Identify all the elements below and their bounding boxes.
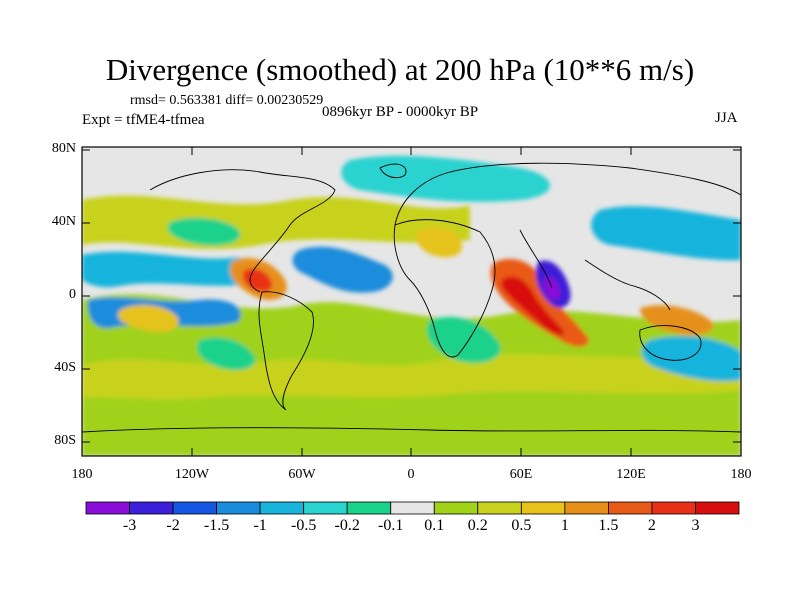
colorbar-swatch-0 [85,501,130,515]
colorbar-swatch-2 [172,501,217,515]
season-label: JJA [715,110,738,126]
lat-tick-40n: 40N [51,214,76,229]
lon-tick-120w: 120W [174,467,210,482]
colorbar-label-2: -1.5 [203,517,230,534]
colorbar-label-7: 0.1 [424,517,445,534]
positive-western-pacific [640,305,714,336]
rmsd-diff-stats: rmsd= 0.563381 diff= 0.00230529 [130,93,324,108]
lon-tick-60e: 60E [509,467,533,482]
positive-mediterranean [416,227,463,258]
coast-eurasia [394,162,741,311]
colorbar-label-8: 0.2 [467,517,488,534]
negative-arctic [341,155,550,202]
colorbar-label-5: -0.2 [334,517,360,534]
period-label: 0896kyr BP - 0000kyr BP [322,104,479,120]
colorbar-swatch-3 [216,501,261,515]
colorbar-swatch-5 [303,501,348,515]
colorbar-label-3: -1 [253,517,267,534]
negative-pacific-south [196,337,256,371]
colorbar-swatch-4 [259,501,305,515]
colorbar-label-12: 2 [647,517,656,534]
lon-tick-180e: 180 [730,467,752,482]
map-title: Divergence (smoothed) at 200 hPa (10**6 … [105,52,695,87]
lat-tick-80n: 80N [51,141,76,156]
negative-pacific-west [591,206,741,261]
lon-tick-0: 0 [407,467,415,482]
coast-greenland [379,163,407,179]
colorbar-swatch-14 [695,501,740,515]
experiment-label: Expt = tfME4-tfmea [82,112,205,128]
colorbar-swatch-8 [433,501,479,515]
colorbar-swatch-1 [129,501,174,515]
axis-ticks [82,147,741,456]
coast-antarctica [82,427,741,433]
colorbar-label-0: -3 [122,517,137,534]
colorbar-swatch-10 [520,501,566,515]
negative-africa-south [426,316,501,364]
lat-tick-40s: 40S [54,360,76,375]
colorbar-swatch-9 [477,501,522,515]
colorbar-swatch-6 [346,501,392,515]
negative-atlantic [292,246,393,293]
lon-tick-120e: 120E [616,467,646,482]
negative-pacific-southwest [641,336,741,382]
colorbar-label-4: -0.5 [290,517,317,534]
positive-indian-ocean-core [501,276,565,335]
positive-pacific-south-east [117,304,179,332]
negative-india-peak [543,276,561,300]
colorbar-label-9: 0.5 [511,517,532,534]
coast-south-america [258,291,314,411]
coast-north-america [149,169,336,293]
lat-tick-80s: 80S [54,433,76,448]
coast-australia [639,325,702,361]
colorbar-swatch-11 [564,501,609,515]
negative-pacific-north [82,251,264,288]
coast-africa [393,219,496,358]
colorbar-label-1: -2 [166,517,180,534]
colorbar-label-6: -0.1 [378,517,404,534]
colorbar-swatch-12 [608,501,653,515]
colorbar-swatch-7 [390,501,435,515]
negative-north-pacific-east [167,217,241,246]
lon-tick-180w: 180 [71,467,93,482]
colorbar-swatch-13 [651,501,696,515]
colorbar-label-10: 1 [560,517,569,534]
lon-tick-60w: 60W [288,467,316,482]
coastlines [82,162,741,433]
colorbar-label-11: 1.5 [598,517,619,534]
lat-tick-0: 0 [69,287,76,302]
positive-central-america-core [242,268,273,292]
colorbar-label-13: 3 [691,517,700,534]
divergence-field [82,155,741,456]
